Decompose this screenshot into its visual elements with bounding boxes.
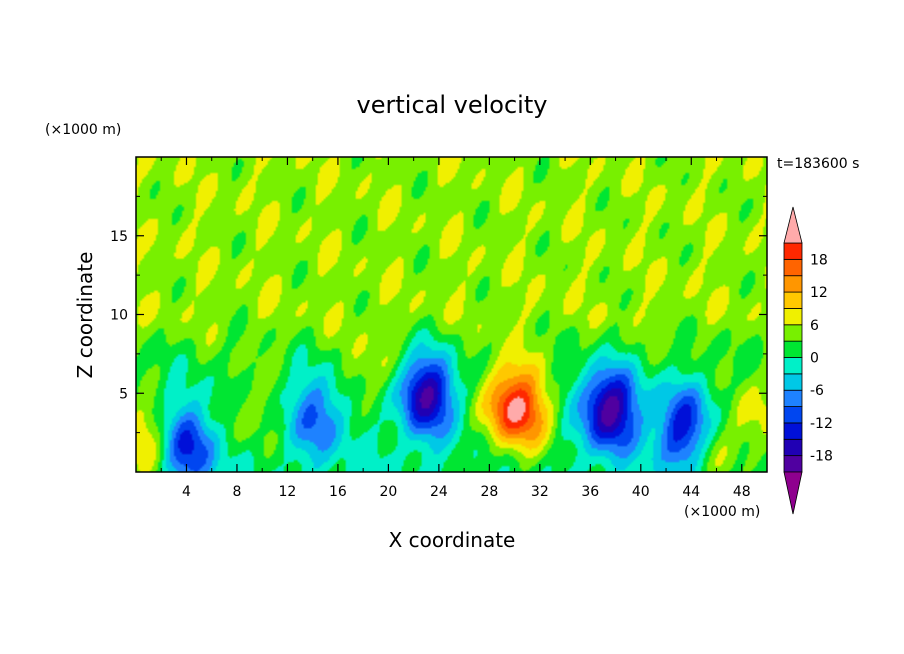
colorbar-box — [783, 422, 803, 440]
colorbar-box — [783, 324, 803, 342]
colorbar-box — [783, 291, 803, 309]
time-label: t=183600 s — [777, 156, 859, 172]
colorbar-tick-label: -6 — [810, 383, 824, 399]
colorbar-box — [783, 406, 803, 424]
x-tick-label: 20 — [379, 484, 397, 500]
colorbar-box — [783, 242, 803, 260]
colorbar-box — [783, 340, 803, 358]
x-tick-label: 8 — [232, 484, 241, 500]
colorbar-box — [783, 373, 803, 391]
vertical-velocity-field — [136, 157, 767, 472]
x-tick-label: 28 — [480, 484, 498, 500]
y-tick-label: 15 — [110, 229, 128, 245]
x-unit-label: (×1000 m) — [684, 504, 760, 520]
x-tick-label: 44 — [682, 484, 700, 500]
chart-title: vertical velocity — [357, 91, 548, 119]
colorbar-tick-label: 12 — [810, 285, 828, 301]
y-tick-label: 10 — [110, 308, 128, 324]
x-axis-label: X coordinate — [389, 528, 516, 552]
x-tick-label: 16 — [329, 484, 347, 500]
x-tick-label: 24 — [430, 484, 448, 500]
colorbar-tick-label: 0 — [810, 351, 819, 367]
colorbar-max-arrow — [783, 206, 803, 244]
colorbar-box — [783, 455, 803, 473]
y-unit-label: (×1000 m) — [45, 122, 121, 138]
x-tick-label: 32 — [531, 484, 549, 500]
colorbar: 18 12 6 0 -6 -12 -18 — [783, 206, 833, 515]
colorbar-box — [783, 357, 803, 375]
colorbar-box — [783, 258, 803, 277]
colorbar-box — [783, 389, 803, 407]
y-tick-label: 5 — [119, 386, 128, 402]
plot-area — [135, 156, 768, 473]
colorbar-box — [783, 308, 803, 326]
x-tick-label: 48 — [733, 484, 751, 500]
y-axis-label: Z coordinate — [73, 252, 97, 379]
colorbar-box — [783, 275, 803, 293]
colorbar-min-arrow — [783, 471, 803, 515]
x-tick-label: 40 — [632, 484, 650, 500]
colorbar-tick-label: 18 — [810, 252, 828, 268]
colorbar-tick-label: -12 — [810, 416, 833, 432]
y-axis: 5 10 15 — [110, 195, 767, 434]
colorbar-tick-label: 6 — [810, 318, 819, 334]
colorbar-box — [783, 438, 803, 457]
x-axis: 4 8 12 16 20 24 28 32 36 40 44 48 — [160, 157, 751, 500]
x-tick-label: 12 — [279, 484, 297, 500]
x-tick-label: 36 — [581, 484, 599, 500]
x-tick-label: 4 — [182, 484, 191, 500]
colorbar-tick-label: -18 — [810, 449, 833, 465]
